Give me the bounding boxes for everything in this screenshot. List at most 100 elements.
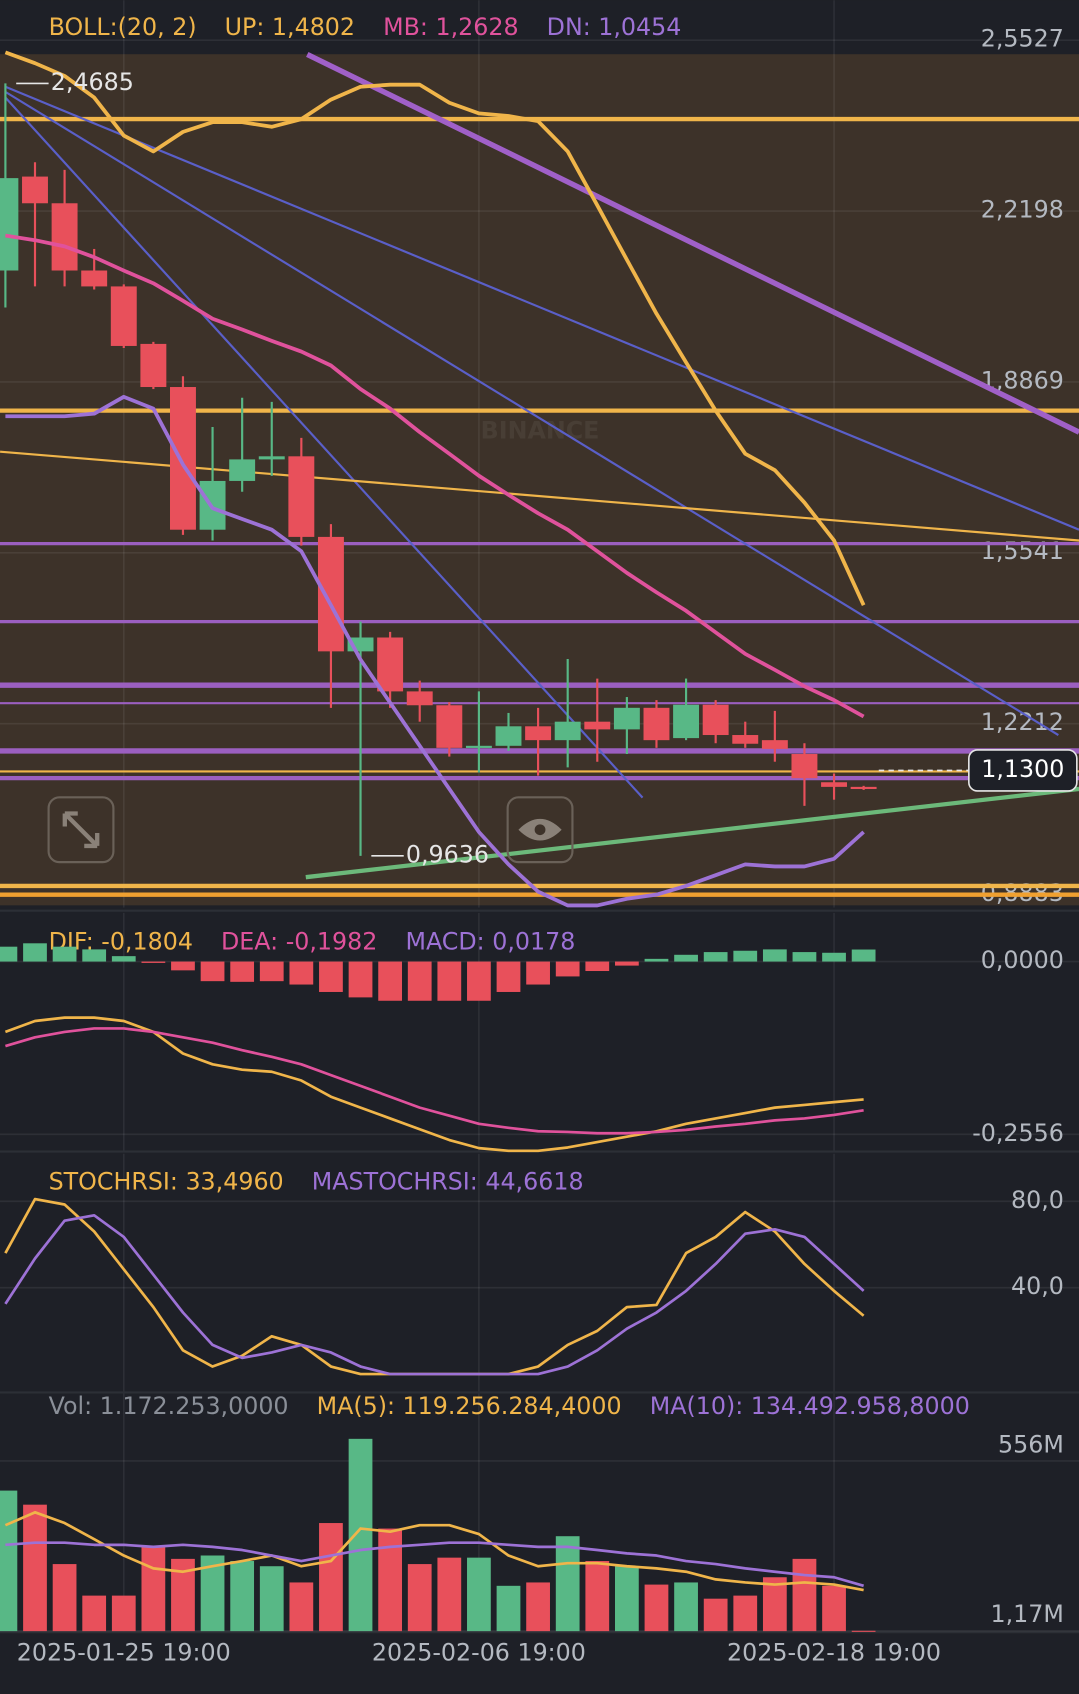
- histogram-bar: [23, 1504, 47, 1632]
- candle-body: [791, 754, 818, 779]
- legend-entry: UP: 1,4802: [225, 13, 355, 41]
- histogram-bar: [348, 961, 373, 998]
- candle-body: [110, 286, 137, 346]
- candle-body: [0, 178, 19, 271]
- histogram-bar: [348, 1438, 373, 1632]
- candle-body: [377, 637, 404, 692]
- histogram-bar: [526, 1582, 550, 1632]
- histogram-bar: [555, 961, 580, 977]
- histogram-bar: [822, 952, 846, 962]
- histogram-bar: [585, 961, 610, 972]
- trend-line: [4, 96, 644, 799]
- histogram-bar: [792, 952, 817, 962]
- x-tick-label: 2025-02-06 19:00: [372, 1638, 586, 1666]
- candle-body: [258, 456, 285, 460]
- legend-entry: MACD: 0,0178: [405, 928, 575, 956]
- candle-body: [170, 387, 196, 530]
- legend-entry: MB: 1,2628: [383, 13, 518, 41]
- legend-entry: DEA: -0,1982: [221, 928, 377, 956]
- legend-entry: STOCHRSI: 33,4960: [49, 1167, 284, 1195]
- histogram-bar: [141, 961, 166, 963]
- trend-line: [4, 90, 1059, 736]
- histogram-bar: [23, 943, 47, 962]
- histogram-bar: [289, 961, 314, 985]
- y-tick-label: 556M: [998, 1430, 1064, 1458]
- histogram-bar: [733, 1595, 758, 1632]
- histogram-bar: [289, 1582, 314, 1632]
- histogram-bar: [822, 1585, 846, 1632]
- legend-entry: MASTOCHRSI: 44,6618: [312, 1167, 584, 1195]
- series-line: [5, 394, 865, 908]
- pane: 80,0 40,0: [0, 1153, 1079, 1392]
- legend-entry: BOLL:(20, 2): [49, 13, 197, 41]
- legend-entry: MA(10): 134.492.958,8000: [650, 1392, 970, 1420]
- candle-body: [81, 270, 108, 287]
- histogram-bar: [141, 1546, 166, 1632]
- histogram-bar: [644, 958, 669, 962]
- x-tick-label: 2025-02-18 19:00: [727, 1638, 941, 1666]
- y-tick-label: 0,0000: [981, 946, 1064, 974]
- candle-body: [495, 726, 522, 746]
- histogram-bar: [230, 961, 255, 982]
- histogram-bar: [614, 961, 639, 966]
- histogram-bar: [437, 1557, 462, 1632]
- histogram-bar: [703, 1598, 728, 1632]
- histogram-bar: [171, 961, 195, 971]
- candle-body: [465, 745, 492, 748]
- fullscreen-button[interactable]: [47, 796, 115, 864]
- y-tick-label: 40,0: [1011, 1272, 1064, 1300]
- histogram-bar: [52, 1564, 77, 1632]
- histogram-bar: [52, 946, 77, 962]
- visibility-button[interactable]: [506, 796, 574, 864]
- histogram-bar: [555, 1536, 580, 1632]
- button-frame: [506, 796, 574, 864]
- histogram-bar: [378, 961, 403, 1001]
- pane: 0,0000 -0,2556: [0, 912, 1079, 1151]
- histogram-bar: [674, 1582, 698, 1632]
- candle-body: [613, 707, 640, 730]
- y-tick-label: 1,5541: [981, 537, 1064, 565]
- histogram-bar: [111, 1595, 136, 1632]
- histogram-bar: [230, 1561, 255, 1632]
- legend-entry: Vol: 1.172.253,0000: [49, 1392, 289, 1420]
- histogram-bar: [703, 952, 728, 962]
- last-price-label: 1,1300: [981, 755, 1064, 783]
- histogram-bar: [526, 961, 550, 985]
- histogram-bar: [82, 949, 107, 962]
- histogram-bar: [851, 1630, 876, 1632]
- histogram-bar: [496, 1585, 521, 1632]
- button-frame: [47, 796, 115, 864]
- series-line: [5, 233, 865, 719]
- histogram-bar: [171, 1558, 195, 1632]
- watermark: BINANCE: [481, 417, 600, 445]
- candle-body: [140, 343, 167, 388]
- histogram-bar: [792, 1558, 817, 1632]
- histogram-bar: [851, 949, 876, 962]
- histogram-bar: [0, 1490, 18, 1632]
- series-line: [4, 50, 866, 606]
- candle-body: [51, 203, 78, 271]
- series-line: [4, 1213, 865, 1376]
- y-tick-label: 2,2198: [981, 196, 1064, 224]
- trend-line: [306, 51, 1079, 435]
- y-tick-label: -0,2556: [972, 1119, 1064, 1147]
- histogram-bar: [762, 949, 787, 962]
- candle-body: [406, 691, 433, 706]
- y-tick-label: 1,17M: [991, 1600, 1064, 1628]
- histogram-bar: [467, 1557, 491, 1632]
- candle-body: [288, 456, 315, 537]
- histogram-bar: [733, 950, 758, 962]
- histogram-bar: [259, 961, 284, 982]
- histogram-bar: [111, 956, 136, 962]
- histogram-bar: [200, 961, 225, 982]
- candle-body: [525, 726, 552, 741]
- candle-body: [761, 740, 788, 749]
- last-price-box: [968, 749, 1078, 792]
- series-line: [5, 1027, 864, 1135]
- candle-body: [436, 705, 463, 748]
- trend-line: [4, 85, 1079, 531]
- histogram-bar: [614, 1566, 639, 1632]
